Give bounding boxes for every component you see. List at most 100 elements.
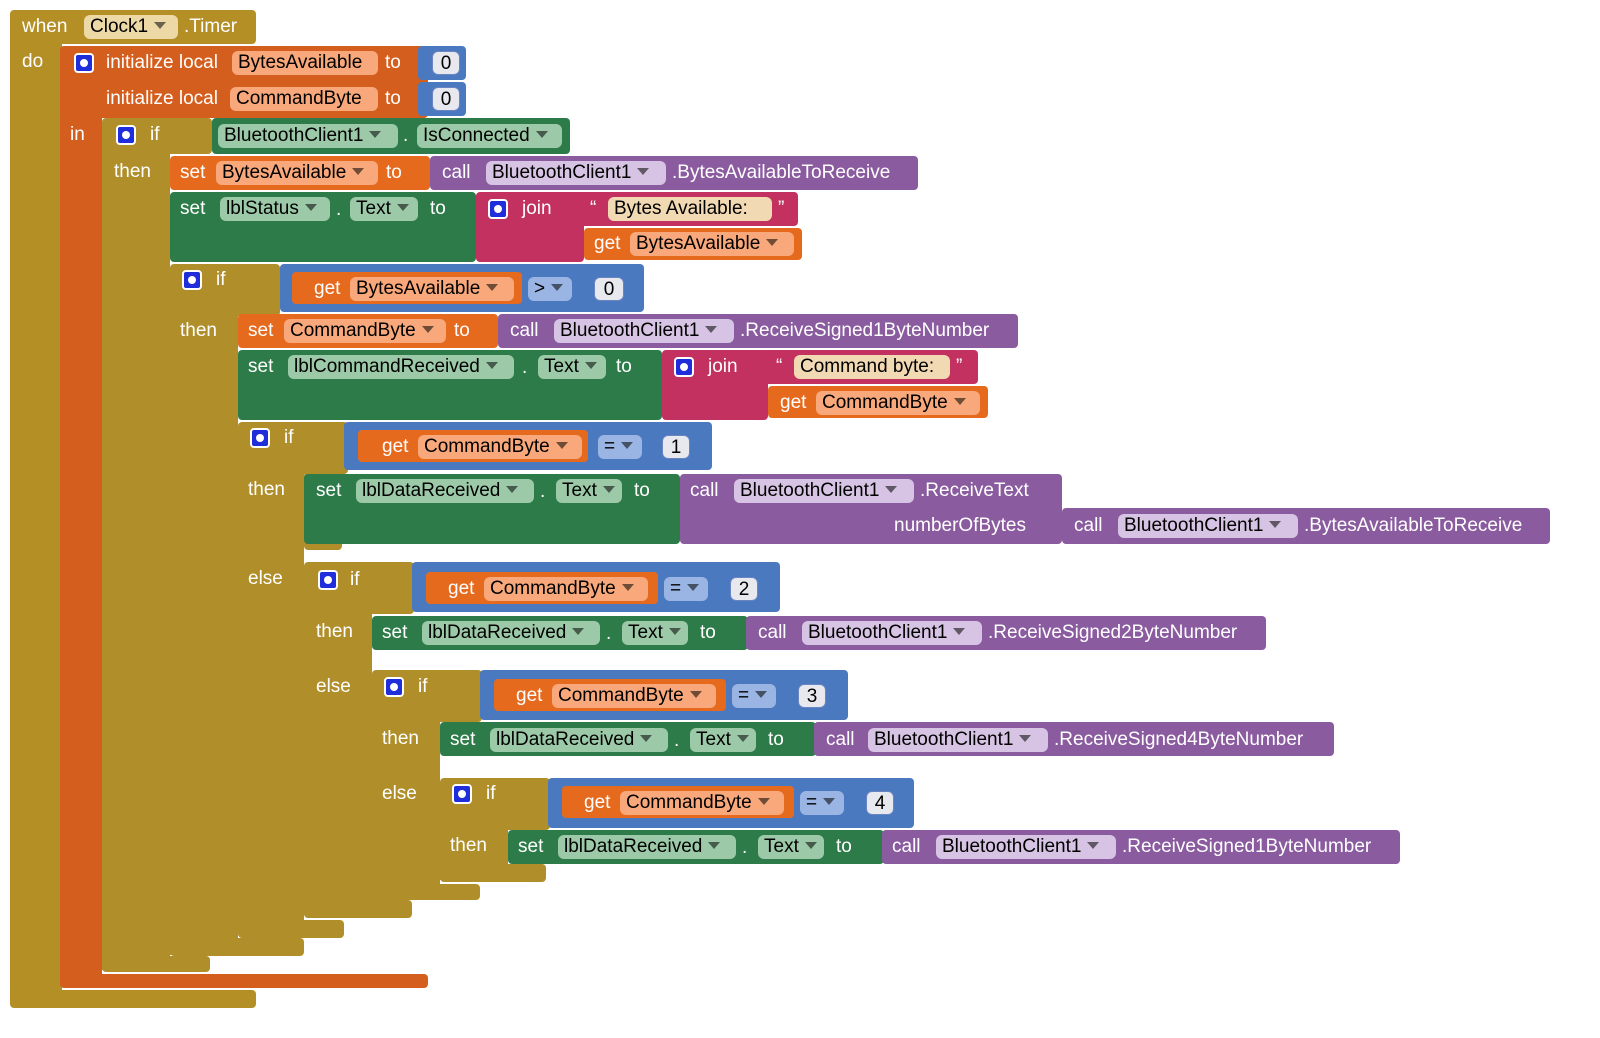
variable-dropdown[interactable]: CommandByte: [552, 684, 716, 708]
number-field[interactable]: 0: [594, 277, 624, 301]
text-property-dropdown[interactable]: Text: [556, 479, 622, 503]
bluetooth-component-label: BluetoothClient1: [942, 836, 1082, 857]
text-property-label: Text: [562, 480, 597, 501]
mutator-gear-icon[interactable]: [74, 53, 94, 73]
bluetooth-component-dropdown[interactable]: BluetoothClient1: [486, 161, 666, 185]
bluetooth-component-dropdown[interactable]: BluetoothClient1: [218, 124, 398, 148]
chevron-down-icon: [369, 131, 382, 139]
local-var-commandbyte-field[interactable]: CommandByte: [230, 87, 378, 111]
mutator-gear-icon[interactable]: [452, 784, 472, 804]
text-string-field[interactable]: Bytes Available:: [608, 197, 772, 221]
operator-dropdown[interactable]: =: [732, 684, 776, 708]
text-property-dropdown[interactable]: Text: [622, 621, 688, 645]
to-label: to: [430, 198, 446, 219]
text-property-dropdown[interactable]: Text: [350, 197, 418, 221]
variable-dropdown[interactable]: CommandByte: [620, 791, 784, 815]
open-quote: “: [776, 356, 783, 377]
chevron-down-icon: [823, 798, 836, 806]
variable-dropdown[interactable]: CommandByte: [418, 435, 582, 459]
operator-label: >: [534, 278, 546, 299]
bluetooth-component-label: BluetoothClient1: [224, 125, 364, 146]
lbldatareceived-component-dropdown[interactable]: lblDataReceived: [356, 479, 534, 503]
if-label: if: [150, 124, 160, 145]
then-label: then: [382, 728, 419, 749]
variable-dropdown[interactable]: BytesAvailable: [216, 161, 378, 185]
variable-dropdown[interactable]: BytesAvailable: [630, 232, 794, 256]
join-label: join: [708, 356, 738, 377]
chevron-down-icon: [1087, 842, 1100, 850]
method-label: .ReceiveSigned1ByteNumber: [740, 320, 990, 341]
bluetooth-component-dropdown[interactable]: BluetoothClient1: [1118, 514, 1298, 538]
lbldatareceived-label: lblDataReceived: [496, 729, 635, 750]
local-var-bytesavailable-field[interactable]: BytesAvailable: [232, 51, 378, 75]
chevron-down-icon: [637, 168, 650, 176]
initialize-local-label-2: initialize local: [106, 88, 218, 109]
call-label: call: [690, 480, 719, 501]
set-label: set: [518, 836, 544, 857]
operator-dropdown[interactable]: =: [664, 577, 708, 601]
dot-label: .: [674, 730, 680, 751]
lblstatus-component-dropdown[interactable]: lblStatus: [220, 197, 330, 221]
dot-label: .: [742, 837, 748, 858]
mutator-gear-icon[interactable]: [318, 570, 338, 590]
when-label: when: [22, 16, 68, 37]
lbldatareceived-component-dropdown[interactable]: lblDataReceived: [558, 835, 736, 859]
set-label: set: [382, 622, 408, 643]
bluetooth-component-label: BluetoothClient1: [1124, 515, 1264, 536]
number-field[interactable]: 3: [798, 684, 826, 708]
set-label: set: [316, 480, 342, 501]
mutator-gear-icon[interactable]: [384, 677, 404, 697]
operator-dropdown[interactable]: =: [598, 435, 642, 459]
chevron-down-icon: [352, 168, 365, 176]
number-field[interactable]: 0: [432, 51, 460, 75]
dot-label: .: [540, 481, 546, 502]
text-property-dropdown[interactable]: Text: [538, 355, 606, 379]
mutator-gear-icon[interactable]: [182, 270, 202, 290]
chevron-down-icon: [1019, 735, 1032, 743]
chevron-down-icon: [757, 798, 770, 806]
if-block-footer: [238, 920, 344, 938]
bluetooth-component-dropdown[interactable]: BluetoothClient1: [802, 621, 982, 645]
to-label: to: [768, 729, 784, 750]
lbldatareceived-component-dropdown[interactable]: lblDataReceived: [422, 621, 600, 645]
text-property-dropdown[interactable]: Text: [690, 728, 756, 752]
bluetooth-component-dropdown[interactable]: BluetoothClient1: [868, 728, 1048, 752]
isconnected-property-dropdown[interactable]: IsConnected: [417, 124, 562, 148]
number-field[interactable]: 2: [730, 577, 758, 601]
variable-dropdown[interactable]: BytesAvailable: [350, 277, 514, 301]
variable-dropdown[interactable]: CommandByte: [484, 577, 648, 601]
operator-label: =: [738, 685, 750, 706]
bluetooth-component-dropdown[interactable]: BluetoothClient1: [554, 319, 734, 343]
bluetooth-component-dropdown[interactable]: BluetoothClient1: [734, 479, 914, 503]
number-field[interactable]: 4: [866, 791, 894, 815]
chevron-down-icon: [708, 842, 721, 850]
text-property-label: Text: [764, 836, 799, 857]
chevron-down-icon: [572, 628, 585, 636]
chevron-down-icon: [804, 842, 817, 850]
method-label: .BytesAvailableToReceive: [1304, 515, 1523, 536]
mutator-gear-icon[interactable]: [250, 428, 270, 448]
text-string-field[interactable]: Command byte:: [794, 355, 950, 379]
lbldatareceived-component-dropdown[interactable]: lblDataReceived: [490, 728, 668, 752]
mutator-gear-icon[interactable]: [488, 199, 508, 219]
clock-component-dropdown[interactable]: Clock1: [84, 15, 178, 39]
operator-dropdown[interactable]: =: [800, 791, 844, 815]
chevron-down-icon: [551, 284, 564, 292]
lblcommandreceived-component-dropdown[interactable]: lblCommandReceived: [288, 355, 514, 379]
lbldatareceived-label: lblDataReceived: [428, 622, 567, 643]
chevron-down-icon: [755, 691, 768, 699]
variable-dropdown[interactable]: CommandByte: [284, 319, 446, 343]
text-property-dropdown[interactable]: Text: [758, 835, 824, 859]
to-label: to: [385, 88, 401, 109]
set-label: set: [450, 729, 476, 750]
variable-dropdown[interactable]: CommandByte: [816, 391, 980, 415]
number-field[interactable]: 1: [662, 435, 690, 459]
bluetooth-component-dropdown[interactable]: BluetoothClient1: [936, 835, 1116, 859]
number-field[interactable]: 0: [432, 87, 460, 111]
operator-label: =: [670, 578, 682, 599]
mutator-gear-icon[interactable]: [674, 357, 694, 377]
event-block-footer: [10, 990, 256, 1008]
operator-dropdown[interactable]: >: [528, 277, 572, 301]
get-label: get: [516, 685, 543, 706]
mutator-gear-icon[interactable]: [116, 125, 136, 145]
